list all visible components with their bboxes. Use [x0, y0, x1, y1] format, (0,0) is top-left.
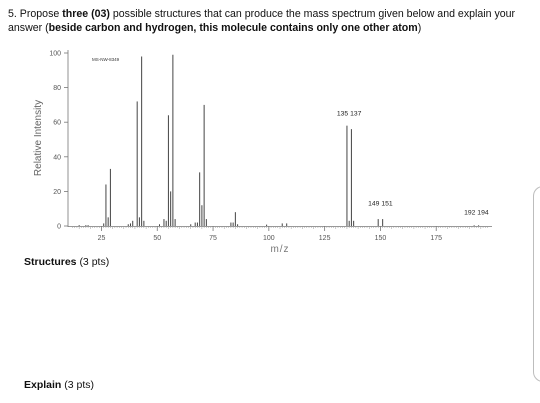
y-axis-label: Relative Intensity: [33, 100, 44, 176]
explain-points: (3 pts): [64, 379, 95, 391]
structures-title: Structures: [24, 256, 77, 268]
x-axis-label: m/z: [270, 244, 289, 255]
question-part2: possible structures that can produce the…: [8, 8, 516, 34]
structures-label: Structures (3 pts): [24, 256, 109, 268]
y-tick-label-20: 20: [53, 189, 61, 196]
x-tick-label-25: 25: [98, 235, 106, 242]
peak-annotation-149-151: 149 151: [368, 201, 393, 208]
question-bold-constraint: beside carbon and hydrogen, this molecul…: [48, 21, 418, 34]
peak-annotation-135-137: 135 137: [337, 111, 362, 118]
x-tick-label-125: 125: [319, 235, 331, 242]
x-minor-ticks: [72, 226, 488, 229]
spectrum-id: MS-NW-8349: [92, 57, 120, 62]
peak-annotation-192-194: 192 194: [464, 209, 489, 216]
x-ticks: 25 50 75 100 125 150 175: [98, 226, 442, 242]
y-tick-label-40: 40: [53, 154, 61, 161]
x-tick-label-100: 100: [263, 235, 275, 242]
y-tick-label-60: 60: [53, 120, 61, 127]
spectrum-peaks: [78, 54, 480, 226]
question-text: 5. Propose three (03) possible structure…: [8, 8, 533, 35]
x-tick-label-75: 75: [209, 235, 217, 242]
y-tick-label-100: 100: [49, 51, 61, 58]
explain-label: Explain (3 pts): [24, 379, 94, 391]
x-tick-label-175: 175: [430, 235, 442, 242]
question-part1: Propose: [19, 8, 60, 20]
chart-axes: [67, 50, 492, 227]
y-ticks: 0 20 40 60 80 100: [49, 51, 68, 231]
question-number: 5.: [8, 8, 17, 20]
y-tick-label-80: 80: [53, 85, 61, 92]
x-tick-label-150: 150: [375, 235, 387, 242]
explain-title: Explain: [24, 379, 62, 391]
structures-points: (3 pts): [79, 256, 110, 268]
scroll-panel-edge[interactable]: [533, 186, 540, 382]
x-tick-label-50: 50: [153, 235, 161, 242]
y-tick-label-0: 0: [57, 224, 61, 231]
question-bold-count: three (03): [62, 8, 110, 20]
question-part3: ): [417, 21, 422, 34]
